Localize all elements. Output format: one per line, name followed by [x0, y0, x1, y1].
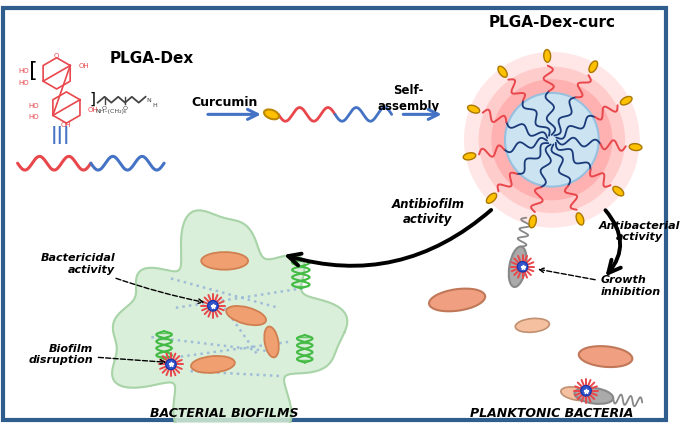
- Ellipse shape: [576, 213, 584, 225]
- Text: OH: OH: [88, 107, 99, 113]
- Text: ]: ]: [90, 92, 96, 107]
- Text: BACTERIAL BIOFILMS: BACTERIAL BIOFILMS: [151, 407, 299, 420]
- Text: O: O: [102, 106, 107, 110]
- FancyArrowPatch shape: [288, 210, 491, 266]
- Text: Biofilm
disruption: Biofilm disruption: [28, 344, 164, 366]
- Ellipse shape: [429, 288, 485, 311]
- Text: H: H: [152, 103, 157, 108]
- Text: PLGA-Dex-curc: PLGA-Dex-curc: [488, 15, 615, 30]
- Text: N: N: [147, 98, 151, 103]
- Ellipse shape: [529, 215, 536, 228]
- Ellipse shape: [630, 144, 642, 151]
- Ellipse shape: [579, 346, 632, 367]
- Text: NH–(CH₂)₆: NH–(CH₂)₆: [96, 109, 127, 113]
- Text: OH: OH: [61, 122, 72, 128]
- Text: O: O: [123, 106, 127, 110]
- Circle shape: [479, 66, 625, 213]
- Text: Curcumin: Curcumin: [192, 96, 258, 109]
- Ellipse shape: [589, 61, 597, 72]
- Text: OH: OH: [78, 62, 89, 68]
- Circle shape: [464, 52, 640, 228]
- Ellipse shape: [191, 356, 235, 373]
- Text: Antibiofilm
activity: Antibiofilm activity: [391, 198, 464, 226]
- Text: O: O: [54, 53, 60, 59]
- Text: |||: |||: [51, 126, 71, 144]
- Circle shape: [505, 93, 599, 187]
- Ellipse shape: [498, 66, 507, 77]
- Circle shape: [166, 359, 176, 370]
- Text: [: [: [26, 61, 40, 80]
- Circle shape: [581, 386, 591, 396]
- Ellipse shape: [561, 387, 592, 401]
- Text: PLGA-Dex: PLGA-Dex: [110, 51, 194, 66]
- Ellipse shape: [509, 247, 527, 287]
- Text: HO: HO: [29, 114, 39, 120]
- Ellipse shape: [463, 153, 476, 160]
- Circle shape: [517, 262, 528, 272]
- Circle shape: [208, 300, 219, 311]
- Text: HO: HO: [18, 68, 29, 74]
- Text: Antibacterial
activity: Antibacterial activity: [599, 221, 680, 242]
- Ellipse shape: [201, 252, 248, 270]
- Ellipse shape: [613, 187, 624, 196]
- Ellipse shape: [264, 110, 279, 119]
- Polygon shape: [112, 210, 347, 428]
- Ellipse shape: [515, 318, 549, 332]
- Text: Self-
assembly: Self- assembly: [377, 84, 439, 113]
- FancyBboxPatch shape: [3, 8, 666, 420]
- Ellipse shape: [264, 327, 279, 357]
- Ellipse shape: [486, 193, 497, 203]
- Text: Bactericidal
activity: Bactericidal activity: [40, 253, 203, 303]
- Ellipse shape: [544, 50, 551, 62]
- FancyArrowPatch shape: [606, 210, 621, 273]
- Text: HO: HO: [18, 80, 29, 86]
- Ellipse shape: [226, 306, 266, 325]
- Circle shape: [491, 79, 612, 200]
- Text: PLANKTONIC BACTERIA: PLANKTONIC BACTERIA: [470, 407, 634, 420]
- Ellipse shape: [575, 387, 613, 404]
- Text: HO: HO: [29, 103, 39, 109]
- Ellipse shape: [621, 96, 632, 105]
- Text: Growth
inhibition: Growth inhibition: [540, 268, 661, 297]
- Ellipse shape: [468, 105, 479, 113]
